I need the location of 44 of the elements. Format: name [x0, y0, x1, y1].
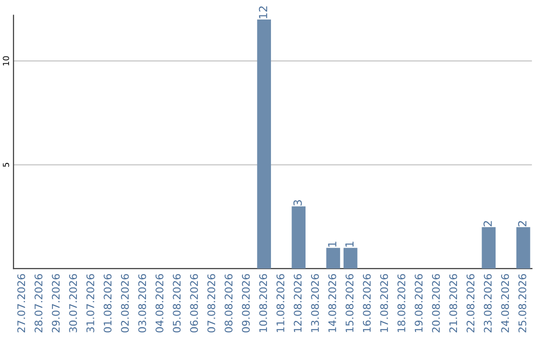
x-tick-label: 24.08.2026	[501, 274, 509, 332]
bar	[257, 19, 271, 269]
x-tick-label: 21.08.2026	[449, 274, 458, 332]
x-tick-label: 03.08.2026	[138, 274, 146, 332]
bar	[516, 227, 530, 269]
x-tick-label: 27.07.2026	[17, 274, 26, 332]
data-label: 1	[328, 242, 336, 247]
data-label: 3	[293, 200, 302, 206]
x-tick-label: 08.08.2026	[224, 274, 233, 332]
x-tick-label: 18.08.2026	[397, 274, 406, 332]
x-tick-label: 07.08.2026	[207, 274, 216, 332]
bar	[326, 248, 340, 269]
x-tick-label: 12.08.2026	[294, 274, 302, 332]
x-tick-label: 15.08.2026	[346, 274, 354, 332]
bar	[292, 206, 306, 269]
x-tick-label: 04.08.2026	[156, 274, 164, 332]
x-tick-label: 31.07.2026	[86, 274, 94, 332]
x-tick-label: 28.07.2026	[34, 274, 42, 332]
x-tick-label: 09.08.2026	[242, 274, 250, 332]
x-tick-label: 22.08.2026	[466, 274, 474, 332]
bar	[344, 248, 358, 269]
x-tick-label: 11.08.2026	[276, 274, 284, 332]
x-tick-label: 16.08.2026	[362, 274, 371, 332]
x-tick-label: 29.07.2026	[52, 274, 60, 332]
y-tick-label: 10	[2, 56, 10, 66]
x-tick-label: 19.08.2026	[414, 274, 423, 332]
x-tick-label: 17.08.2026	[380, 274, 388, 332]
data-label: 2	[518, 221, 526, 226]
x-tick-label: 23.08.2026	[484, 274, 492, 332]
x-tick-label: 05.08.2026	[172, 274, 181, 332]
x-tick-label: 10.08.2026	[259, 274, 268, 332]
data-label: 2	[484, 221, 492, 226]
data-label: 12	[258, 6, 268, 18]
data-label: 1	[345, 242, 354, 247]
x-tick-label: 14.08.2026	[328, 274, 336, 332]
x-tick-label: 01.08.2026	[104, 274, 112, 332]
x-tick-label: 13.08.2026	[311, 274, 319, 332]
x-tick-label: 30.07.2026	[69, 274, 77, 332]
y-tick-label: 5	[2, 162, 10, 167]
x-tick-label: 25.08.2026	[518, 274, 526, 332]
bar	[482, 227, 496, 269]
x-tick-label: 20.08.2026	[432, 274, 440, 332]
x-tick-label: 06.08.2026	[190, 274, 198, 332]
x-tick-label: 02.08.2026	[120, 274, 129, 332]
